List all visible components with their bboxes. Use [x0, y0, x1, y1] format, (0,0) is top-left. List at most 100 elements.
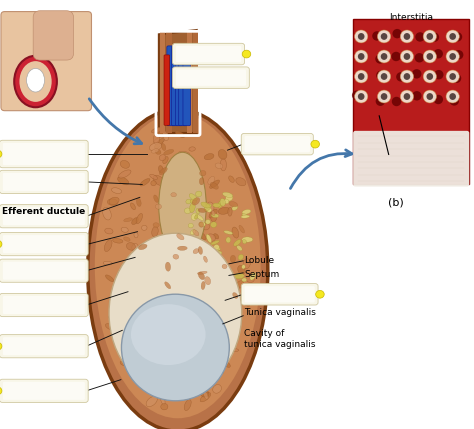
Ellipse shape: [238, 254, 244, 260]
Ellipse shape: [239, 225, 245, 233]
FancyBboxPatch shape: [0, 205, 88, 228]
Ellipse shape: [126, 285, 133, 293]
Ellipse shape: [163, 131, 169, 140]
FancyBboxPatch shape: [167, 46, 175, 126]
FancyBboxPatch shape: [173, 67, 249, 88]
Ellipse shape: [355, 30, 368, 43]
Ellipse shape: [218, 201, 223, 208]
Ellipse shape: [201, 390, 209, 397]
Ellipse shape: [218, 207, 230, 214]
Ellipse shape: [131, 333, 138, 338]
Ellipse shape: [228, 207, 232, 216]
Ellipse shape: [150, 321, 156, 328]
Ellipse shape: [147, 289, 156, 294]
Ellipse shape: [149, 143, 162, 151]
Ellipse shape: [192, 198, 200, 205]
Ellipse shape: [427, 73, 433, 80]
Ellipse shape: [212, 211, 215, 216]
Text: tunica vaginalis: tunica vaginalis: [244, 340, 316, 348]
Ellipse shape: [168, 236, 174, 245]
Ellipse shape: [126, 304, 135, 314]
Ellipse shape: [427, 33, 433, 40]
Ellipse shape: [189, 193, 197, 201]
Ellipse shape: [127, 340, 132, 344]
Ellipse shape: [206, 234, 216, 242]
Ellipse shape: [137, 293, 146, 302]
Ellipse shape: [242, 209, 251, 214]
Ellipse shape: [116, 278, 122, 286]
FancyBboxPatch shape: [33, 11, 73, 60]
Ellipse shape: [215, 251, 222, 255]
Ellipse shape: [159, 152, 206, 260]
Ellipse shape: [105, 275, 114, 282]
Ellipse shape: [376, 70, 386, 80]
Ellipse shape: [377, 50, 391, 63]
Ellipse shape: [377, 30, 391, 43]
Ellipse shape: [404, 53, 410, 60]
Ellipse shape: [381, 93, 387, 100]
Ellipse shape: [195, 387, 202, 393]
Ellipse shape: [177, 359, 182, 365]
Ellipse shape: [224, 230, 233, 234]
Ellipse shape: [177, 234, 184, 240]
Ellipse shape: [237, 281, 244, 288]
Ellipse shape: [195, 256, 201, 262]
Ellipse shape: [113, 239, 123, 243]
Ellipse shape: [377, 90, 391, 103]
Ellipse shape: [19, 61, 52, 102]
Ellipse shape: [190, 202, 195, 213]
Ellipse shape: [159, 155, 166, 160]
Ellipse shape: [133, 359, 138, 365]
Ellipse shape: [173, 385, 182, 393]
Ellipse shape: [154, 134, 159, 144]
Ellipse shape: [137, 269, 148, 274]
Ellipse shape: [185, 300, 198, 309]
Ellipse shape: [171, 193, 176, 197]
Ellipse shape: [187, 290, 198, 293]
Ellipse shape: [358, 72, 367, 82]
Ellipse shape: [201, 281, 205, 290]
Ellipse shape: [124, 218, 132, 222]
FancyBboxPatch shape: [3, 296, 85, 314]
Bar: [187, 30, 192, 133]
FancyBboxPatch shape: [176, 46, 241, 62]
Ellipse shape: [137, 198, 141, 206]
Ellipse shape: [191, 213, 198, 220]
FancyBboxPatch shape: [3, 337, 85, 355]
Ellipse shape: [160, 253, 169, 258]
Ellipse shape: [132, 244, 138, 251]
Ellipse shape: [358, 93, 365, 100]
Ellipse shape: [159, 167, 167, 175]
Ellipse shape: [211, 215, 217, 222]
Ellipse shape: [199, 286, 205, 291]
Ellipse shape: [177, 246, 187, 251]
Ellipse shape: [196, 190, 204, 194]
Ellipse shape: [232, 227, 239, 238]
Ellipse shape: [185, 266, 195, 271]
Ellipse shape: [204, 204, 211, 211]
Ellipse shape: [199, 352, 205, 355]
Ellipse shape: [187, 172, 198, 181]
Ellipse shape: [223, 278, 229, 282]
FancyBboxPatch shape: [241, 133, 313, 155]
Ellipse shape: [205, 277, 210, 285]
Ellipse shape: [152, 227, 158, 237]
Ellipse shape: [392, 29, 402, 38]
Ellipse shape: [229, 202, 237, 207]
Ellipse shape: [193, 249, 199, 254]
Ellipse shape: [355, 50, 368, 63]
Ellipse shape: [143, 326, 147, 332]
Ellipse shape: [191, 199, 197, 204]
Ellipse shape: [352, 91, 361, 100]
Ellipse shape: [188, 224, 193, 228]
Ellipse shape: [151, 149, 159, 153]
Ellipse shape: [151, 181, 156, 186]
Ellipse shape: [210, 222, 217, 227]
Ellipse shape: [184, 399, 191, 411]
FancyBboxPatch shape: [183, 46, 191, 126]
Circle shape: [311, 140, 319, 148]
Ellipse shape: [193, 230, 199, 236]
Ellipse shape: [242, 239, 246, 244]
Ellipse shape: [223, 192, 233, 197]
Ellipse shape: [375, 54, 385, 63]
